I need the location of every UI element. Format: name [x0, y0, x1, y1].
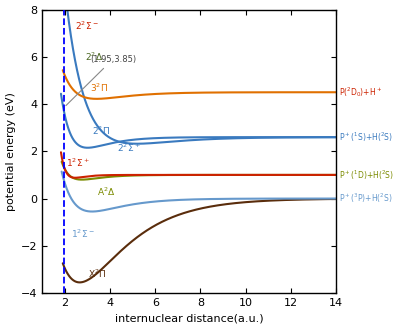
Text: X$^2\Pi$: X$^2\Pi$: [88, 268, 106, 280]
Text: 2$^2\Pi$: 2$^2\Pi$: [92, 125, 110, 138]
Text: (1.95,3.85): (1.95,3.85): [66, 55, 136, 106]
Text: 3$^2\Pi$: 3$^2\Pi$: [90, 81, 108, 94]
Text: 2$^2\Delta$: 2$^2\Delta$: [85, 51, 104, 63]
Text: A$^2\Delta$: A$^2\Delta$: [97, 185, 115, 198]
Y-axis label: potential energy (eV): potential energy (eV): [6, 92, 16, 211]
Text: P$^+$($^1$S)+H($^2$S): P$^+$($^1$S)+H($^2$S): [339, 130, 393, 144]
Text: P$^+$($^1$D)+H($^2$S): P$^+$($^1$D)+H($^2$S): [339, 168, 394, 182]
X-axis label: internuclear distance(a.u.): internuclear distance(a.u.): [115, 314, 264, 323]
Text: 1$^2\Sigma^+$: 1$^2\Sigma^+$: [66, 157, 90, 169]
Text: P($^2$D$_0$)+H$^+$: P($^2$D$_0$)+H$^+$: [339, 85, 382, 99]
Text: 1$^2\Sigma^-$: 1$^2\Sigma^-$: [71, 228, 94, 240]
Text: 2$^2\Sigma^+$: 2$^2\Sigma^+$: [117, 141, 141, 154]
Text: 2$^2\Sigma^-$: 2$^2\Sigma^-$: [75, 20, 99, 32]
Text: P$^+$($^3$P)+H($^2$S): P$^+$($^3$P)+H($^2$S): [339, 192, 393, 205]
